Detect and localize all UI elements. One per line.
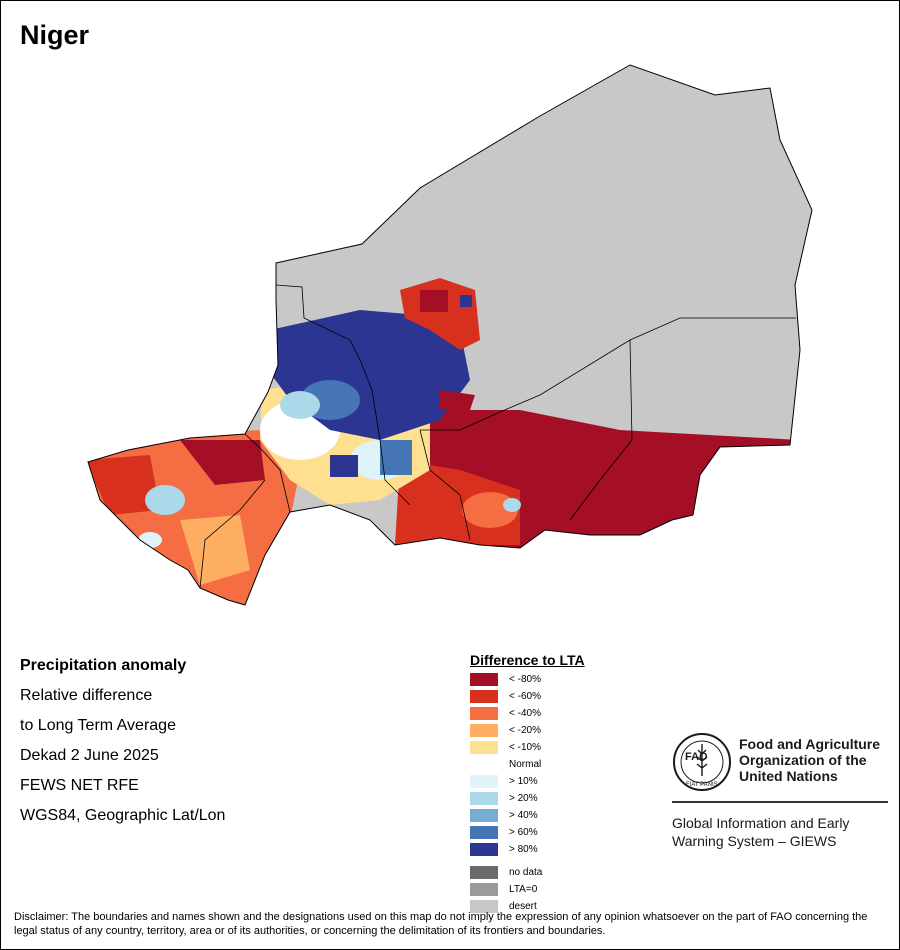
fao-logo-motto: FIAT PANIS <box>686 782 718 788</box>
boundary-dosso-niamey <box>199 479 266 589</box>
giews-name: Global Information and Early Warning Sys… <box>672 814 849 850</box>
legend-class-swatch <box>470 792 498 805</box>
legend-class-row: < -20% <box>470 723 585 740</box>
boundary-maradi-zinder <box>419 429 471 541</box>
patch-moderate-deficit <box>462 492 518 528</box>
boundary-zinder-diffa <box>569 339 633 521</box>
surplus-patch <box>330 455 358 477</box>
fao-name-line-3: United Nations <box>739 768 838 784</box>
legend-extra-label: desert <box>509 901 537 912</box>
fao-logo-icon: FAO FIAT PANIS <box>673 733 731 791</box>
legend-class-swatch <box>470 690 498 703</box>
legend-class-swatch <box>470 724 498 737</box>
legend: Difference to LTA < -80% < -60% < -40% < -2… <box>470 652 585 916</box>
legend-extra-swatch <box>470 883 498 896</box>
fao-name: Food and Agriculture Organization of the… <box>739 736 880 784</box>
fao-name-line-1: Food and Agriculture <box>739 736 881 752</box>
legend-class-label: Normal <box>509 759 542 770</box>
legend-extra-row: desert <box>470 899 585 916</box>
legend-class-swatch <box>470 775 498 788</box>
patch-wet-small <box>503 498 521 512</box>
legend-class-row: Normal <box>470 757 585 774</box>
boundary-tillaberi-tahoua <box>275 284 381 441</box>
legend-extra-label: no data <box>509 867 543 878</box>
surplus-mild <box>280 391 320 419</box>
legend-extra: no data LTA=0 desert <box>470 865 585 916</box>
legend-extra-label: LTA=0 <box>509 884 538 895</box>
boundary-tahoua-maradi <box>379 439 411 506</box>
boundary-agadez-south <box>420 317 796 431</box>
deficit-northeast-strong <box>420 290 448 312</box>
legend-class-label: < -80% <box>509 674 541 685</box>
legend-class-row: < -40% <box>470 706 585 723</box>
legend-class-row: > 20% <box>470 791 585 808</box>
legend-class-label: > 80% <box>509 844 538 855</box>
surplus-northeast-dot <box>460 295 472 307</box>
deficit-far-west <box>88 455 160 515</box>
legend-class-swatch <box>470 809 498 822</box>
anomaly-raster <box>88 65 812 605</box>
map-subject: Precipitation anomaly <box>20 657 187 674</box>
legend-class-row: > 10% <box>470 774 585 791</box>
surplus-patch-2 <box>380 440 412 475</box>
legend-class-row: < -60% <box>470 689 585 706</box>
giews-line-2: Warning System – GIEWS <box>672 833 837 849</box>
map-title: Niger <box>20 20 90 50</box>
legend-extra-row: no data <box>470 865 585 882</box>
map-detail-4: FEWS NET RFE <box>20 777 139 794</box>
admin-boundaries <box>199 284 796 589</box>
boundary-tillaberi-dosso <box>244 433 291 513</box>
legend-class-row: > 40% <box>470 808 585 825</box>
legend-classes: < -80% < -60% < -40% < -20% < -10% Normal > 10… <box>470 672 585 859</box>
legend-class-swatch <box>470 826 498 839</box>
legend-extra-row: LTA=0 <box>470 882 585 899</box>
legend-class-label: < -10% <box>509 742 541 753</box>
map-detail-2: to Long Term Average <box>20 717 176 734</box>
legend-title: Difference to LTA <box>470 652 585 668</box>
legend-class-label: < -20% <box>509 725 541 736</box>
legend-extra-swatch <box>470 866 498 879</box>
fao-divider <box>672 801 888 803</box>
legend-class-swatch <box>470 741 498 754</box>
map-detail-1: Relative difference <box>20 687 153 704</box>
legend-extra-swatch <box>470 900 498 913</box>
legend-class-label: > 40% <box>509 810 538 821</box>
legend-class-swatch <box>470 758 498 771</box>
legend-class-label: > 60% <box>509 827 538 838</box>
legend-class-row: < -80% <box>470 672 585 689</box>
deficit-west-strong <box>180 440 265 485</box>
map-info: Precipitation anomaly Relative differenc… <box>20 656 225 836</box>
legend-class-row: > 60% <box>470 825 585 842</box>
legend-class-swatch <box>470 707 498 720</box>
legend-class-label: > 20% <box>509 793 538 804</box>
deficit-central-spot <box>440 390 475 410</box>
map-detail-5: WGS84, Geographic Lat/Lon <box>20 807 226 824</box>
legend-class-row: < -10% <box>470 740 585 757</box>
legend-class-swatch <box>470 843 498 856</box>
niger-anomaly-map <box>87 64 813 606</box>
country-border <box>87 64 813 606</box>
legend-class-label: > 10% <box>509 776 538 787</box>
patch-wet-west-2 <box>138 532 162 548</box>
legend-class-label: < -60% <box>509 691 541 702</box>
legend-class-swatch <box>470 673 498 686</box>
map-detail-3: Dekad 2 June 2025 <box>20 747 159 764</box>
legend-class-label: < -40% <box>509 708 541 719</box>
fao-name-line-2: Organization of the <box>739 752 867 768</box>
fao-logo-letters: FAO <box>685 751 708 763</box>
deficit-southwest-mild <box>180 515 250 585</box>
disclaimer: Disclaimer: The boundaries and names sho… <box>14 911 868 937</box>
legend-class-row: > 80% <box>470 842 585 859</box>
giews-line-1: Global Information and Early <box>672 815 850 831</box>
patch-wet-west <box>145 485 185 515</box>
